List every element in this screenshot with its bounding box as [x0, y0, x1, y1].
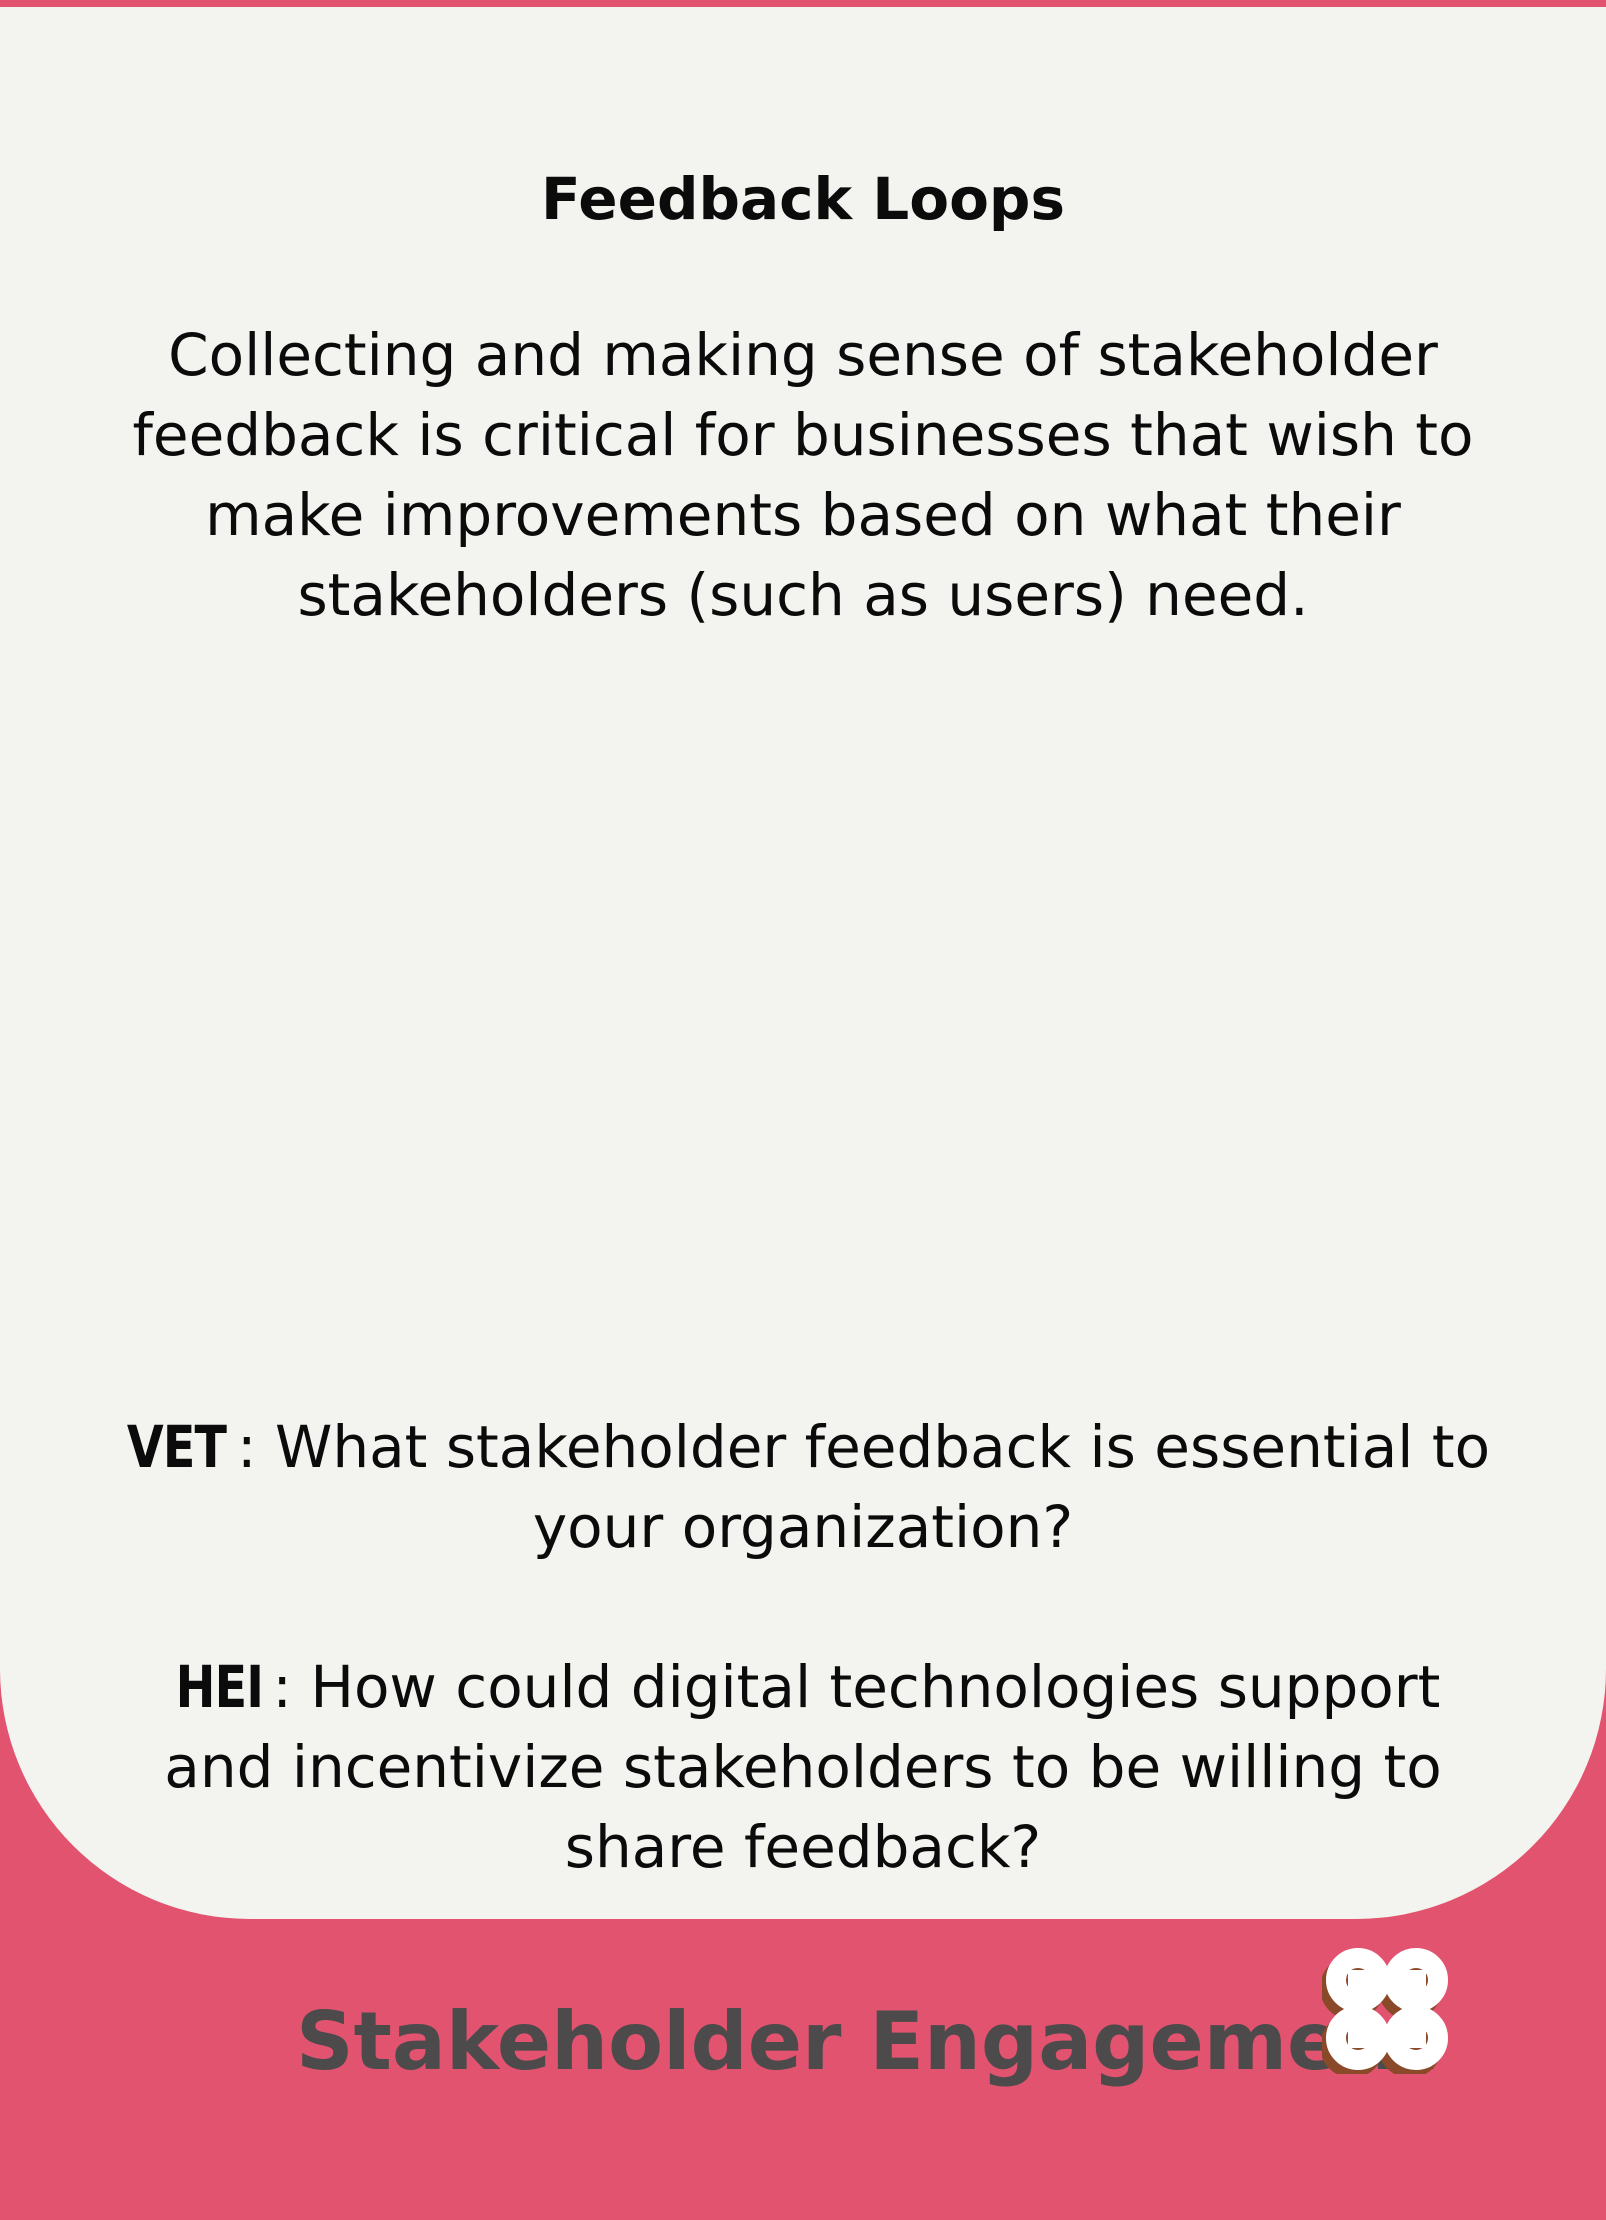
prompt-hei-tag: HEI: [175, 1653, 263, 1721]
prompt-vet: VET: What stakeholder feedback is essent…: [110, 1407, 1496, 1567]
prompt-vet-tag: VET: [126, 1413, 227, 1481]
command-key-icon: [1322, 1948, 1448, 2074]
logo-mark: [1326, 1948, 1448, 2070]
card-panel: Feedback Loops Collecting and making sen…: [0, 7, 1606, 1919]
card-description: Collecting and making sense of stakehold…: [132, 321, 1474, 629]
card-title: Feedback Loops: [541, 165, 1065, 233]
prompt-hei-text: : How could digital technologies support…: [164, 1653, 1442, 1881]
prompt-hei: HEI: How could digital technologies supp…: [110, 1647, 1496, 1887]
prompt-vet-text: : What stakeholder feedback is essential…: [237, 1413, 1491, 1561]
category-label: Stakeholder Engagement: [296, 1995, 1437, 2088]
